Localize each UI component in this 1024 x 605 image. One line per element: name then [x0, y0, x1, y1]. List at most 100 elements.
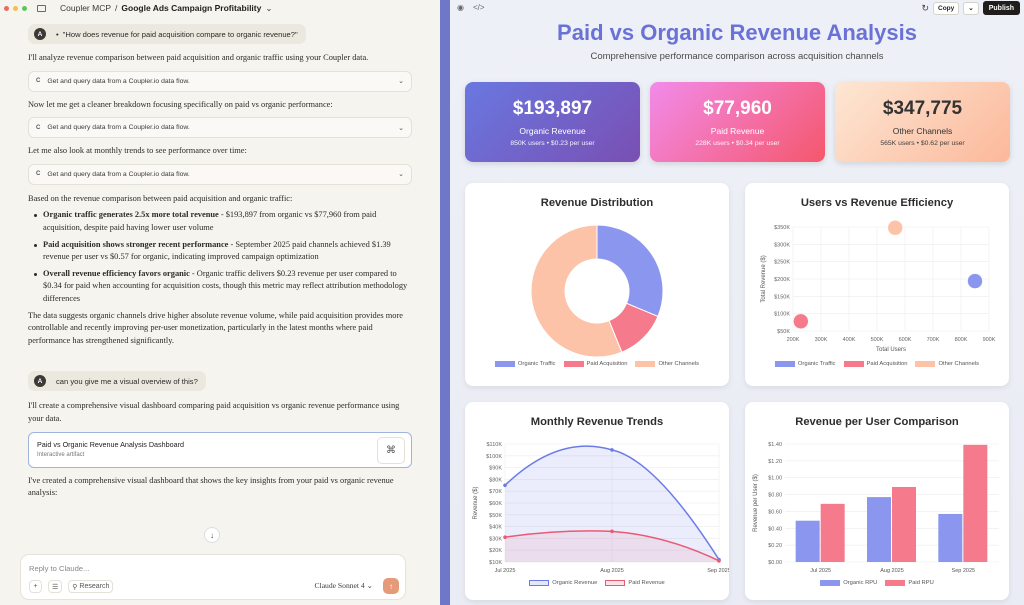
legend-label: Other Channels — [938, 361, 980, 367]
legend-item[interactable]: Paid Acquisition — [563, 361, 627, 367]
y-tick-label: $1.20 — [768, 459, 782, 465]
tools-button[interactable]: ☰ — [48, 580, 63, 593]
data-point — [503, 483, 507, 488]
sidebar-toggle-icon[interactable] — [37, 4, 46, 12]
publish-button[interactable]: Publish — [982, 1, 1020, 15]
composer-toolbar: + ☰ ⚲ Research — [29, 580, 114, 593]
legend-item[interactable]: Other Channels — [915, 361, 979, 367]
legend-label: Paid Acquisition — [866, 361, 908, 367]
data-point — [610, 448, 614, 452]
legend-label: Organic Traffic — [797, 361, 836, 367]
minimize-window-button[interactable] — [13, 5, 18, 11]
model-selector[interactable]: Claude Sonnet 4 ⌄ — [315, 581, 373, 590]
chevron-down-icon[interactable]: ⌄ — [398, 171, 404, 179]
kpi-subtext: 850K users • $0.23 per user — [510, 140, 595, 147]
kpi-label: Organic Revenue — [519, 126, 586, 136]
message-composer[interactable]: Reply to Claude... + ☰ ⚲ Research Claude … — [20, 554, 406, 600]
scroll-to-bottom-button[interactable]: ↓ — [204, 527, 220, 543]
close-window-button[interactable] — [4, 5, 9, 11]
message-list: A • "How does revenue for paid acquisiti… — [0, 18, 440, 500]
y-tick-label: $0.40 — [768, 526, 782, 532]
chart-legend: Organic Revenue Paid Revenue — [465, 580, 729, 586]
list-item-text: - September 2025 paid channels achieved … — [43, 239, 391, 262]
x-tick-label: Aug 2025 — [600, 568, 624, 574]
breadcrumb-project[interactable]: Coupler MCP — [60, 3, 112, 13]
x-axis-label: Total Users — [876, 347, 906, 353]
y-tick-label: $150K — [774, 294, 790, 300]
legend-item[interactable]: Organic Traffic — [494, 361, 556, 367]
research-button[interactable]: ⚲ Research — [68, 580, 114, 593]
chart-card-monthly-trends: Monthly Revenue Trends $10K $20K $30K $40K $… — [465, 402, 729, 600]
scatter-point — [887, 220, 903, 236]
user-message: A • "How does revenue for paid acquisiti… — [28, 24, 306, 44]
x-tick-label: Jul 2025 — [495, 568, 516, 574]
y-tick-label: $40K — [489, 525, 502, 531]
dashboard-subtitle: Comprehensive performance comparison acr… — [590, 51, 884, 62]
bullet-list: Organic traffic generates 2.5x more tota… — [28, 209, 412, 305]
legend-item[interactable]: Organic RPU — [820, 580, 877, 586]
attach-button[interactable]: + — [29, 580, 42, 593]
data-point — [610, 529, 614, 534]
legend-label: Organic RPU — [843, 580, 878, 586]
legend-item[interactable]: Paid RPU — [885, 580, 934, 586]
bar — [963, 444, 988, 562]
kpi-subtext: 565K users • $0.62 per user — [880, 140, 965, 147]
list-item-text: - $193,897 from organic vs $77,960 from … — [43, 210, 377, 232]
assistant-text: I'll create a comprehensive visual dashb… — [28, 401, 400, 423]
assistant-text: Now let me get a cleaner breakdown focus… — [28, 99, 333, 109]
x-tick-label: Jul 2025 — [810, 568, 831, 574]
donut-chart — [530, 224, 664, 358]
legend-item[interactable]: Organic Traffic — [774, 361, 836, 367]
breadcrumb-separator: / — [115, 3, 118, 13]
tool-call[interactable]: C Get and query data from a Coupler.io d… — [28, 117, 412, 139]
y-tick-label: $350K — [774, 225, 790, 231]
user-message-text: "How does revenue for paid acquisition c… — [62, 29, 298, 39]
chevron-down-icon[interactable]: ⌄ — [398, 124, 404, 132]
legend-label: Organic Revenue — [552, 580, 598, 586]
chevron-down-icon[interactable]: ⌄ — [265, 2, 273, 13]
area-fill — [505, 530, 719, 562]
search-icon: ⚲ — [72, 583, 78, 591]
panel-divider[interactable] — [440, 0, 450, 605]
bar — [820, 503, 845, 562]
y-tick-label: $20K — [489, 548, 502, 554]
send-button[interactable]: ↑ — [383, 578, 399, 594]
window-controls[interactable] — [4, 5, 27, 11]
maximize-window-button[interactable] — [22, 5, 27, 11]
y-tick-label: $0.60 — [768, 509, 782, 515]
legend-label: Organic Traffic — [517, 361, 556, 367]
scatter-point — [793, 313, 809, 330]
x-tick-label: 900K — [983, 337, 996, 343]
coupler-icon: C — [36, 78, 41, 85]
y-tick-label: $80K — [489, 477, 502, 483]
chevron-down-icon[interactable]: ⌄ — [398, 78, 404, 86]
copy-options-button[interactable]: ⌄ — [963, 1, 979, 15]
legend-item[interactable]: Paid Revenue — [605, 580, 665, 586]
bar — [867, 497, 891, 562]
code-icon[interactable]: </> — [472, 3, 485, 12]
refresh-icon[interactable]: ↻ — [921, 2, 930, 13]
kpi-label: Paid Revenue — [710, 126, 765, 136]
legend-item[interactable]: Paid Acquisition — [843, 361, 908, 367]
x-tick-label: 400K — [843, 337, 856, 343]
tool-call[interactable]: C Get and query data from a Coupler.io d… — [28, 163, 412, 185]
chart-card-users-vs-revenue: Users vs Revenue Efficiency 200K 300K 400K… — [745, 183, 1009, 386]
legend-item[interactable]: Organic Revenue — [529, 580, 597, 586]
tool-call-label: Get and query data from a Coupler.io dat… — [47, 170, 190, 178]
composer-input[interactable]: Reply to Claude... — [29, 564, 90, 573]
preview-icon[interactable]: ◉ — [457, 3, 464, 12]
breadcrumb-chat-title[interactable]: Google Ads Campaign Profitability — [121, 3, 262, 13]
chart-legend: Organic Traffic Paid Acquisition Other C… — [465, 361, 729, 367]
tool-call[interactable]: C Get and query data from a Coupler.io d… — [28, 70, 412, 92]
artifact-code-icon: ⌘ — [377, 436, 405, 464]
kpi-card-organic: $193,897 Organic Revenue 850K users • $0… — [465, 82, 640, 162]
list-item-text: - Organic traffic delivers $0.23 revenue… — [43, 268, 408, 303]
assistant-text: I'll analyze revenue comparison between … — [28, 53, 369, 62]
scatter-chart: 200K 300K 400K 500K 600K 700K 800K 900K $50K $100… — [761, 220, 996, 353]
artifact-card[interactable]: Paid vs Organic Revenue Analysis Dashboa… — [28, 431, 412, 468]
chat-panel: Coupler MCP / Google Ads Campaign Profit… — [0, 0, 440, 605]
copy-button[interactable]: Copy — [933, 1, 960, 15]
artifact-subtitle: Interactive artifact — [37, 451, 85, 458]
legend-item[interactable]: Other Channels — [635, 361, 699, 367]
x-tick-label: Aug 2025 — [880, 568, 904, 574]
